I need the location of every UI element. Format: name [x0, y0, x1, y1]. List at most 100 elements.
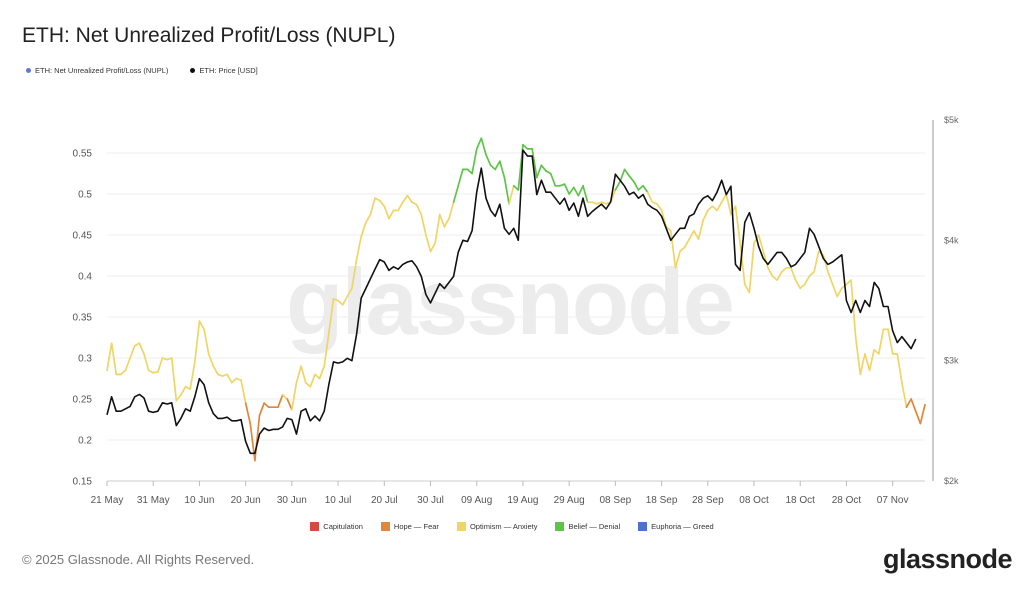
copyright-footer: © 2025 Glassnode. All Rights Reserved.: [22, 552, 255, 567]
nupl-line-segment: [642, 184, 649, 194]
nupl-line-segment: [415, 203, 423, 216]
zone-legend-item[interactable]: Optimism — Anxiety: [456, 522, 538, 531]
nupl-line-segment: [355, 235, 363, 261]
y-left-tick-label: 0.5: [78, 190, 92, 201]
nupl-line-segment: [327, 298, 335, 335]
nupl-line-segment: [337, 299, 344, 306]
nupl-line-segment: [711, 205, 718, 212]
nupl-line-segment: [803, 275, 811, 286]
nupl-line-segment: [180, 385, 187, 396]
nupl-line-segment: [156, 357, 164, 373]
y-right-tick-label: $2k: [944, 476, 959, 486]
y-right-tick-label: $4k: [944, 235, 959, 245]
nupl-line-segment: [318, 365, 326, 380]
zone-legend-item[interactable]: Hope — Fear: [380, 522, 439, 531]
zone-swatch: [456, 522, 466, 531]
nupl-line-segment: [623, 168, 631, 177]
nupl-line-segment: [840, 283, 848, 290]
nupl-line-segment: [669, 230, 677, 269]
zone-legend-item[interactable]: Euphoria — Greed: [638, 522, 714, 531]
nupl-line-segment: [106, 342, 113, 372]
nupl-line-segment: [323, 332, 330, 368]
nupl-line-segment: [124, 357, 131, 372]
nupl-line-segment: [143, 353, 150, 372]
nupl-line-segment: [854, 336, 862, 376]
nupl-line-segment: [688, 230, 695, 240]
nupl-line-segment: [734, 205, 741, 245]
nupl-line-segment: [656, 202, 663, 212]
nupl-line-segment: [780, 266, 788, 273]
zone-label: Hope — Fear: [393, 522, 439, 531]
zone-label: Optimism — Anxiety: [469, 522, 538, 531]
x-tick-label: 07 Nov: [877, 495, 909, 506]
nupl-line-segment: [725, 193, 732, 216]
x-tick-label: 20 Jul: [371, 495, 398, 506]
zone-swatch: [310, 522, 320, 531]
nupl-line-segment: [720, 193, 728, 204]
nupl-line-segment: [277, 394, 284, 409]
nupl-line-segment: [540, 164, 547, 172]
nupl-line-segment: [531, 148, 538, 179]
nupl-line-segment: [263, 402, 270, 409]
x-tick-label: 18 Sep: [646, 495, 678, 506]
nupl-line-segment: [693, 230, 700, 240]
nupl-line-segment: [120, 369, 127, 376]
x-tick-label: 18 Oct: [785, 495, 815, 506]
nupl-line-segment: [619, 168, 626, 183]
nupl-line-segment: [702, 209, 709, 222]
zone-legend-item[interactable]: Capitulation: [310, 522, 363, 531]
x-tick-label: 30 Jun: [277, 495, 307, 506]
nupl-line-segment: [388, 209, 395, 220]
zone-legend-item[interactable]: Belief — Denial: [555, 522, 620, 531]
legend-label-nupl: ETH: Net Unrealized Profit/Loss (NUPL): [35, 66, 169, 75]
nupl-line-segment: [831, 283, 839, 298]
nupl-line-segment: [401, 194, 409, 204]
brand-logo[interactable]: glassnode: [882, 544, 1013, 574]
nupl-line-segment: [716, 201, 723, 212]
nupl-line-segment: [203, 328, 210, 355]
nupl-line-segment: [198, 320, 205, 331]
series-legend: ETH: Net Unrealized Profit/Loss (NUPL) E…: [26, 66, 258, 75]
y-right-tick-label: $3k: [944, 356, 959, 366]
nupl-line-segment: [138, 342, 145, 355]
nupl-line-segment: [799, 283, 806, 290]
nupl-line-segment: [425, 234, 432, 253]
x-tick-label: 30 Jul: [417, 495, 444, 506]
nupl-line-segment: [568, 186, 575, 195]
x-tick-label: 21 May: [91, 495, 124, 506]
x-tick-label: 20 Jun: [231, 495, 261, 506]
nupl-line-segment: [522, 143, 529, 150]
nupl-line-segment: [304, 381, 312, 388]
nupl-line-segment: [286, 398, 293, 411]
x-tick-label: 09 Aug: [461, 495, 492, 506]
nupl-line-segment: [443, 217, 450, 228]
nupl-line-segment: [771, 275, 778, 281]
legend-item-nupl[interactable]: ETH: Net Unrealized Profit/Loss (NUPL): [26, 66, 168, 75]
nupl-line-segment: [193, 320, 201, 363]
zone-label: Capitulation: [323, 522, 363, 531]
zone-label: Belief — Denial: [568, 522, 621, 531]
nupl-line-segment: [813, 250, 820, 273]
nupl-line-segment: [739, 242, 746, 286]
legend-item-price[interactable]: ETH: Price [USD]: [190, 66, 258, 75]
nupl-line-segment: [577, 184, 584, 197]
legend-dot-nupl: [26, 68, 31, 73]
zone-legend: Capitulation Hope — Fear Optimism — Anxi…: [0, 522, 1024, 531]
nupl-line-segment: [471, 148, 478, 175]
nupl-line-segment: [628, 175, 635, 183]
nupl-line-segment: [914, 410, 922, 425]
x-tick-label: 19 Aug: [507, 495, 538, 506]
x-tick-label: 08 Sep: [600, 495, 632, 506]
nupl-line-segment: [281, 394, 289, 400]
nupl-line-segment: [762, 250, 769, 269]
nupl-line-segment: [757, 234, 765, 253]
legend-dot-price: [190, 68, 196, 73]
nupl-line-segment: [434, 213, 441, 245]
nupl-line-segment: [110, 342, 118, 376]
nupl-line-segment: [896, 353, 903, 384]
x-tick-label: 10 Jun: [184, 495, 214, 506]
nupl-line-segment: [475, 137, 483, 150]
nupl-line-segment: [448, 201, 455, 220]
legend-label-price: ETH: Price [USD]: [199, 66, 258, 75]
